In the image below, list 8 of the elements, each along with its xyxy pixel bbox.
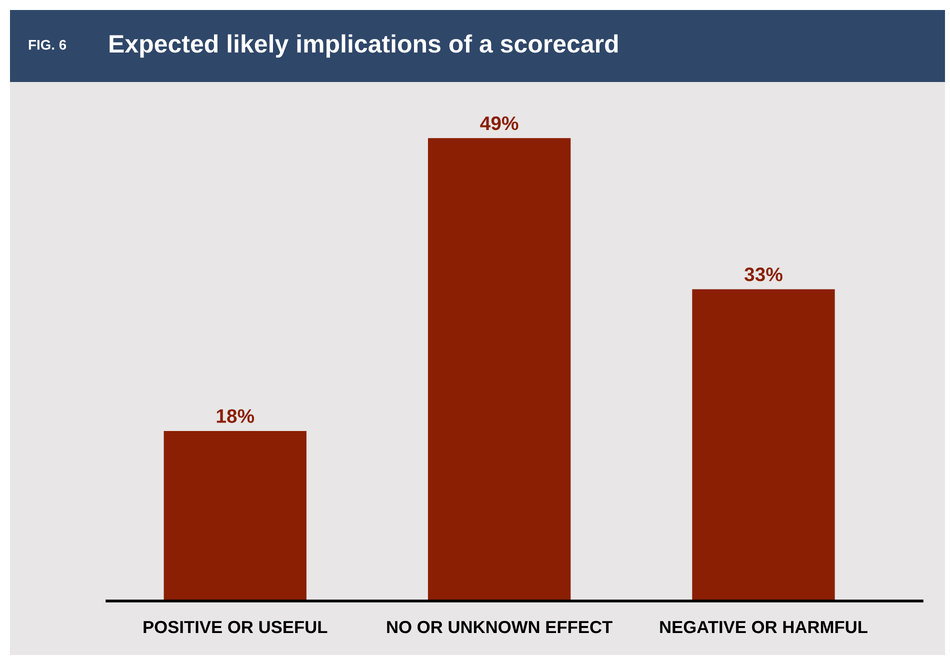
data-label: 49% [480,116,518,130]
data-label: 33% [744,268,782,282]
caption: FIG. 6 [28,40,66,50]
data-label: 18% [216,409,254,423]
x-tick-label: POSITIVE OR USEFUL [144,620,328,634]
chart-title: Expected likely implications of a scorecard [110,34,618,58]
x-tick-label: NO OR UNKNOWN EFFECT [387,620,612,634]
x-tick-label: NEGATIVE OR HARMFUL [660,620,868,634]
